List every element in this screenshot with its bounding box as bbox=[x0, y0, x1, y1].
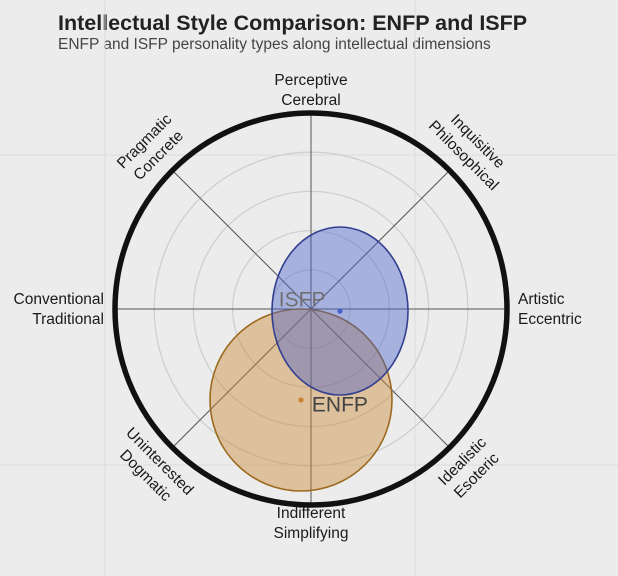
svg-text:Traditional: Traditional bbox=[32, 311, 104, 328]
svg-text:Conventional: Conventional bbox=[14, 291, 104, 308]
svg-text:ISFP: ISFP bbox=[279, 289, 326, 312]
svg-text:Eccentric: Eccentric bbox=[518, 311, 582, 328]
svg-text:Indifferent: Indifferent bbox=[277, 505, 346, 522]
svg-text:Artistic: Artistic bbox=[518, 291, 565, 308]
svg-text:Perceptive: Perceptive bbox=[274, 72, 347, 89]
svg-text:ENFP: ENFP bbox=[312, 393, 368, 416]
svg-text:Cerebral: Cerebral bbox=[281, 92, 340, 109]
svg-text:Simplifying: Simplifying bbox=[274, 525, 349, 542]
